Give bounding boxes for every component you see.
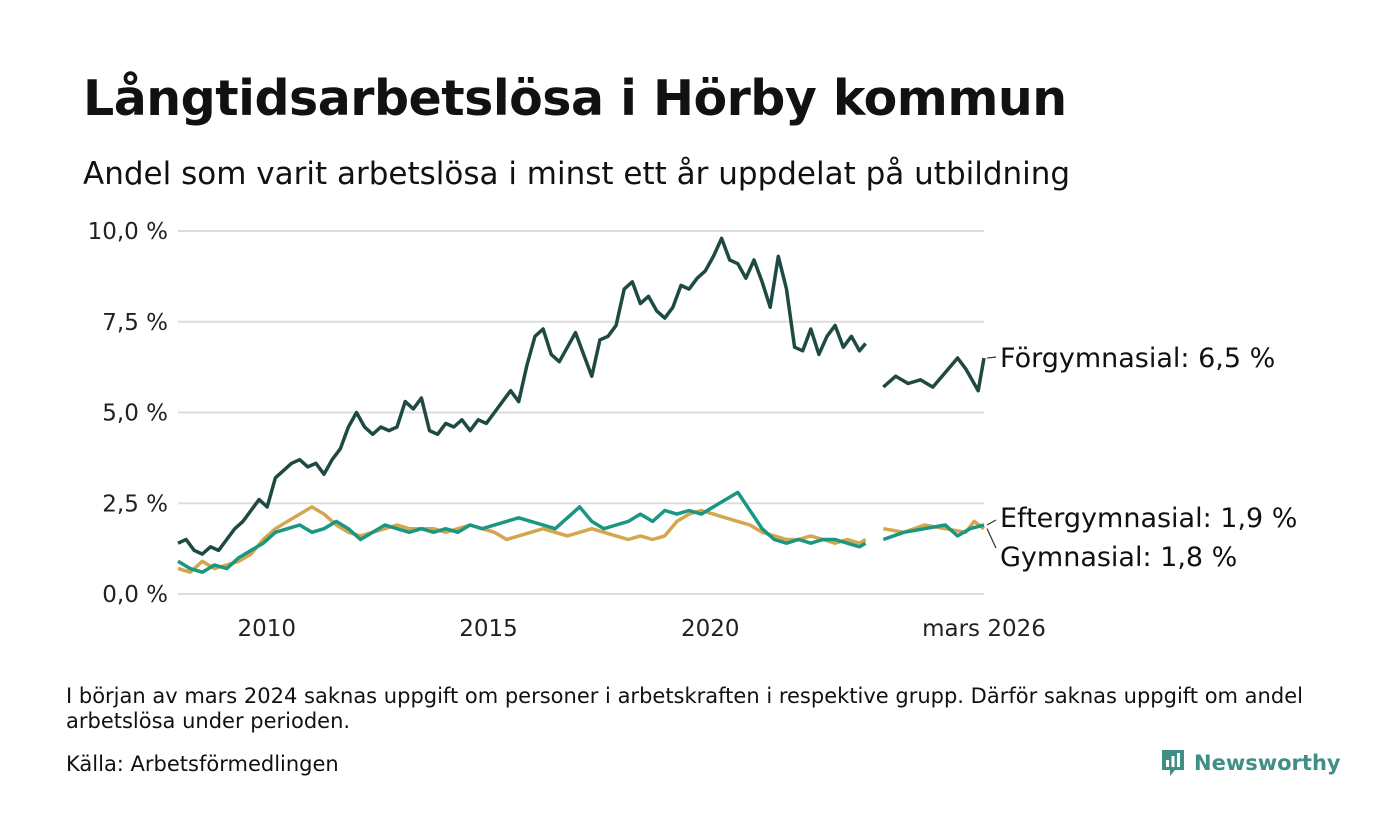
y-tick-label: 0,0 % [102, 582, 168, 608]
end-label-forgymnasial: Förgymnasial: 6,5 % [1000, 343, 1275, 374]
x-tick-label: mars 2026 [922, 616, 1046, 642]
leader-line-forgymnasial [986, 356, 997, 359]
series-line-forgymnasial-recent [882, 356, 986, 393]
line-chart: 0,0 % 2,5 % 5,0 % 7,5 % 10,0 % 2010 2015 2020 m… [88, 219, 1298, 642]
series-lines [177, 236, 986, 574]
x-tick-label: 2010 [237, 616, 296, 642]
brand-name: Newsworthy [1194, 751, 1341, 775]
source-note: Källa: Arbetsförmedlingen [66, 752, 339, 776]
y-axis-ticks: 0,0 % 2,5 % 5,0 % 7,5 % 10,0 % [88, 219, 168, 608]
chart-subtitle: Andel som varit arbetslösa i minst ett å… [83, 156, 1071, 192]
gridlines [178, 230, 984, 595]
leader-line-gymnasial [986, 528, 997, 549]
chart-title: Långtidsarbetslösa i Hörby kommun [83, 70, 1067, 127]
series-line-eftergymnasial-recent [882, 523, 985, 542]
newsworthy-logo-icon [1162, 750, 1184, 776]
x-tick-label: 2020 [681, 616, 740, 642]
brand-logo[interactable]: Newsworthy [1160, 748, 1341, 778]
y-tick-label: 10,0 % [88, 219, 168, 245]
x-tick-label: 2015 [459, 616, 518, 642]
y-tick-label: 2,5 % [102, 491, 168, 517]
end-label-eftergymnasial: Eftergymnasial: 1,9 % [1000, 503, 1297, 534]
y-tick-label: 5,0 % [102, 401, 168, 427]
leader-line-eftergymnasial [986, 519, 997, 526]
x-axis-ticks: 2010 2015 2020 mars 2026 [237, 616, 1045, 642]
end-label-gymnasial: Gymnasial: 1,8 % [1000, 542, 1237, 573]
series-line-eftergymnasial [177, 490, 867, 574]
footnote: I början av mars 2024 saknas uppgift om … [66, 684, 1303, 733]
end-labels: Förgymnasial: 6,5 % Eftergymnasial: 1,9 %… [986, 343, 1297, 573]
series-line-gymnasial [177, 505, 867, 574]
series-line-forgymnasial [177, 236, 867, 556]
y-tick-label: 7,5 % [102, 310, 168, 336]
